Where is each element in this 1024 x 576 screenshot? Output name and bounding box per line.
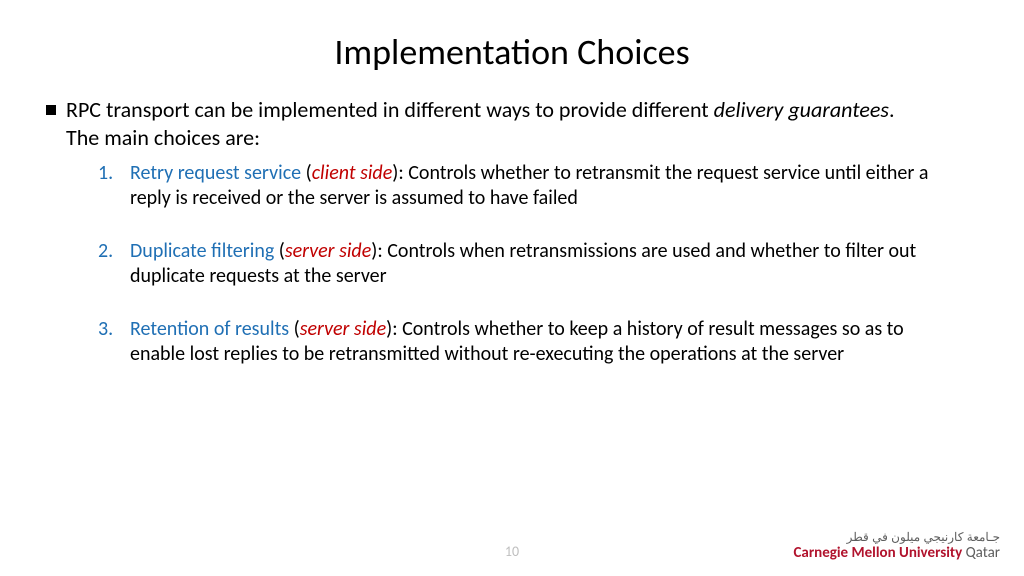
- item-name: Duplicate filtering: [130, 239, 274, 263]
- university-logo: جـامعة كارنيجي ميلون في قطر Carnegie Mel…: [793, 530, 1000, 562]
- intro-bullet: RPC transport can be implemented in diff…: [46, 96, 984, 151]
- logo-arabic: جـامعة كارنيجي ميلون في قطر: [793, 530, 1000, 544]
- paren-open: (: [289, 317, 300, 341]
- item-name: Retention of results: [130, 317, 289, 341]
- paren-open: (: [301, 161, 312, 185]
- list-item: 3. Retention of results (server side): C…: [98, 317, 984, 367]
- item-side: server side: [300, 317, 386, 341]
- item-number: 2.: [98, 239, 124, 264]
- item-body: Retention of results (server side): Cont…: [130, 317, 950, 367]
- list-item: 1. Retry request service (client side): …: [98, 161, 984, 211]
- item-side: server side: [285, 239, 371, 263]
- page-number: 10: [505, 543, 519, 560]
- slide: Implementation Choices RPC transport can…: [0, 0, 1024, 576]
- slide-title: Implementation Choices: [40, 30, 984, 74]
- item-body: Duplicate filtering (server side): Contr…: [130, 239, 950, 289]
- item-number: 3.: [98, 317, 124, 342]
- item-name: Retry request service: [130, 161, 301, 185]
- square-bullet-icon: [46, 105, 56, 115]
- numbered-list: 1. Retry request service (client side): …: [98, 161, 984, 367]
- logo-cmu: Carnegie Mellon University: [793, 544, 962, 562]
- paren-open: (: [274, 239, 285, 263]
- intro-prefix: RPC transport can be implemented in diff…: [66, 96, 714, 123]
- logo-qatar: Qatar: [962, 544, 1000, 562]
- intro-text: RPC transport can be implemented in diff…: [66, 96, 926, 151]
- intro-italic: delivery guarantees: [714, 96, 889, 123]
- item-number: 1.: [98, 161, 124, 186]
- item-side: client side: [312, 161, 393, 185]
- item-body: Retry request service (client side): Con…: [130, 161, 950, 211]
- logo-english: Carnegie Mellon University Qatar: [793, 544, 1000, 562]
- list-item: 2. Duplicate filtering (server side): Co…: [98, 239, 984, 289]
